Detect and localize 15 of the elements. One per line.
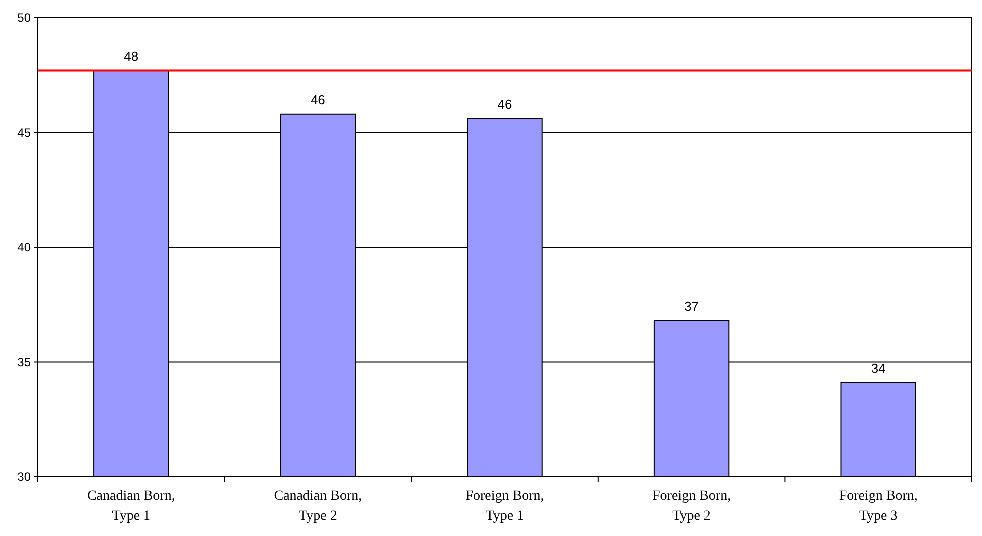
- data-label: 46: [310, 92, 326, 108]
- data-label: 34: [871, 360, 886, 376]
- x-tick-label: Foreign Born, Type 2: [652, 489, 732, 524]
- x-tick-label: Canadian Born, Type 2: [274, 489, 362, 524]
- data-label: 37: [684, 298, 700, 314]
- x-tick-label: Foreign Born, Type 1: [466, 489, 544, 524]
- y-tick-label: 45: [18, 126, 32, 140]
- y-tick-label: 35: [18, 355, 32, 370]
- data-label: 46: [498, 96, 512, 112]
- x-tick-label: Foreign Born, Type 3: [839, 489, 918, 524]
- y-tick-label: 50: [18, 11, 32, 26]
- x-tick-label: Canadian Born, Type 1: [87, 489, 176, 524]
- y-tick-label: 30: [18, 470, 32, 484]
- data-label: 48: [124, 48, 139, 64]
- y-tick-label: 40: [18, 240, 32, 255]
